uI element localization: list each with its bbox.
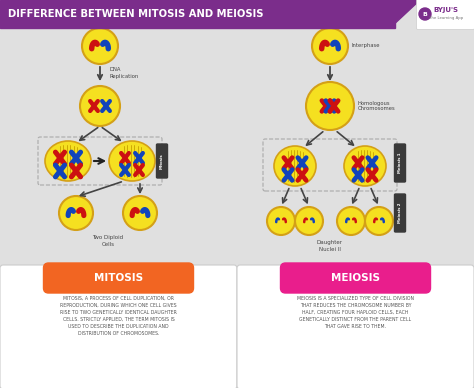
Circle shape — [59, 196, 93, 230]
Circle shape — [80, 86, 120, 126]
Text: B: B — [422, 12, 428, 17]
Text: The Learning App: The Learning App — [429, 16, 463, 20]
FancyBboxPatch shape — [44, 263, 193, 293]
Text: MEIOSIS IS A SPECIALIZED TYPE OF CELL DIVISION
THAT REDUCES THE CHROMOSOME NUMBE: MEIOSIS IS A SPECIALIZED TYPE OF CELL DI… — [297, 296, 414, 329]
Circle shape — [312, 28, 348, 64]
FancyBboxPatch shape — [417, 0, 474, 29]
Text: DIFFERENCE BETWEEN MITOSIS AND MEIOSIS: DIFFERENCE BETWEEN MITOSIS AND MEIOSIS — [8, 9, 264, 19]
Circle shape — [123, 196, 157, 230]
Ellipse shape — [344, 146, 386, 186]
Text: MEIOSIS: MEIOSIS — [331, 273, 380, 283]
Text: Meiosis 2: Meiosis 2 — [398, 203, 402, 223]
Text: MITOSIS: MITOSIS — [94, 273, 143, 283]
FancyBboxPatch shape — [237, 265, 474, 388]
FancyBboxPatch shape — [0, 0, 395, 28]
Ellipse shape — [274, 146, 316, 186]
Circle shape — [82, 28, 118, 64]
Text: Homologous
Chromosomes: Homologous Chromosomes — [358, 100, 396, 111]
Text: Two Diploid
Cells: Two Diploid Cells — [92, 235, 124, 247]
Circle shape — [337, 207, 365, 235]
Circle shape — [419, 8, 431, 20]
Circle shape — [365, 207, 393, 235]
Text: Interphase: Interphase — [352, 43, 381, 48]
Polygon shape — [390, 0, 420, 28]
Text: DNA
Replication: DNA Replication — [110, 68, 139, 79]
FancyBboxPatch shape — [281, 263, 430, 293]
FancyBboxPatch shape — [0, 265, 237, 388]
Text: Meiosis 1: Meiosis 1 — [398, 153, 402, 173]
Circle shape — [267, 207, 295, 235]
Ellipse shape — [109, 141, 155, 181]
Text: Daughter
Nuclei II: Daughter Nuclei II — [317, 240, 343, 251]
FancyBboxPatch shape — [156, 144, 167, 178]
FancyBboxPatch shape — [394, 144, 405, 182]
Text: BYJU'S: BYJU'S — [434, 7, 458, 13]
Ellipse shape — [45, 141, 91, 181]
Circle shape — [295, 207, 323, 235]
FancyBboxPatch shape — [394, 194, 405, 232]
Circle shape — [306, 82, 354, 130]
Text: MITOSIS, A PROCESS OF CELL DUPLICATION, OR
REPRODUCTION, DURING WHICH ONE CELL G: MITOSIS, A PROCESS OF CELL DUPLICATION, … — [60, 296, 177, 336]
Text: Mitosis: Mitosis — [160, 153, 164, 169]
